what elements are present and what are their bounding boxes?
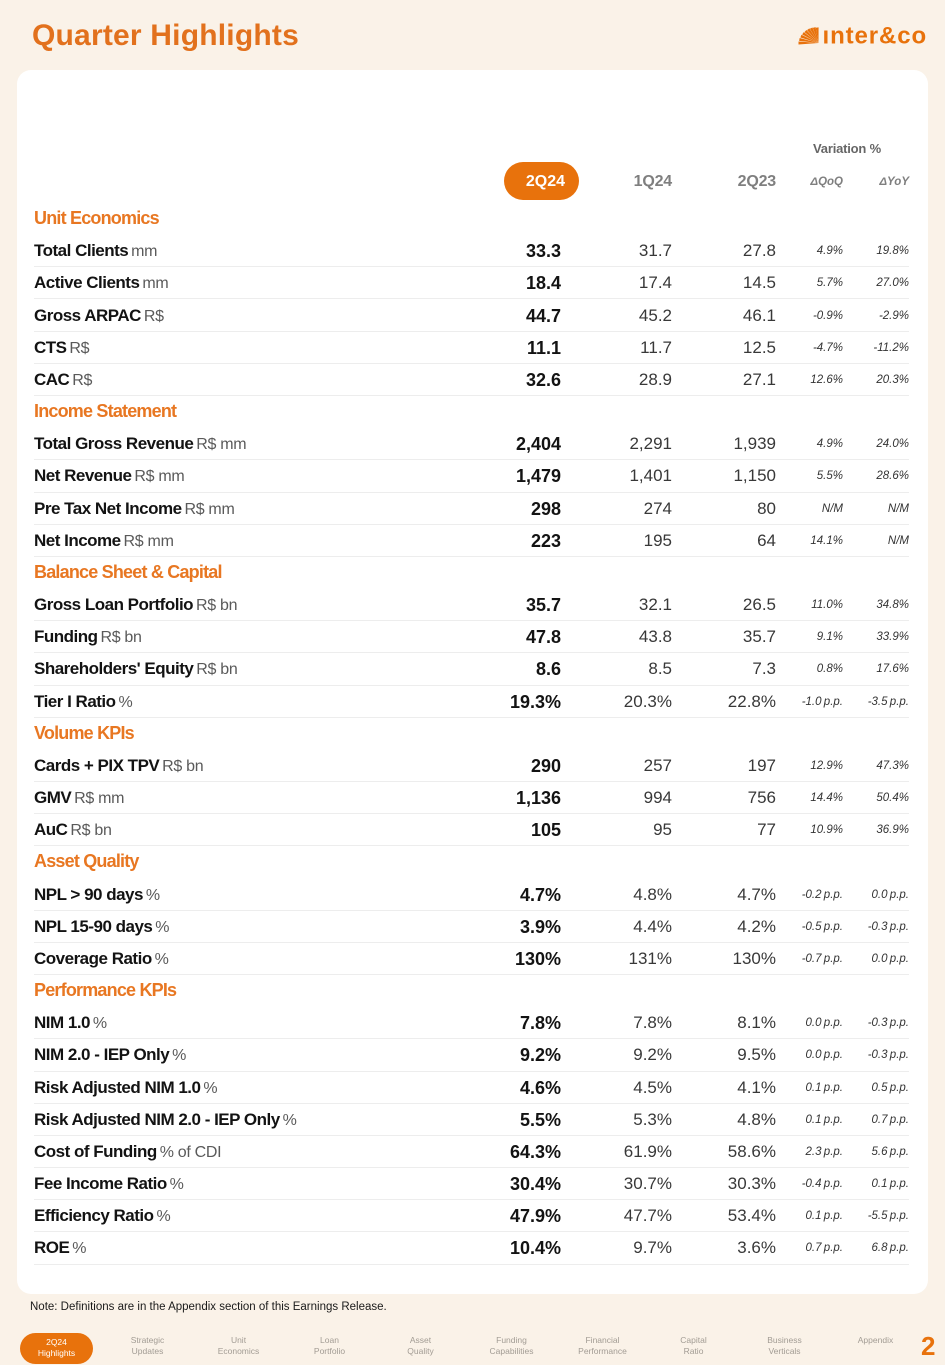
svg-text:ınter&co: ınter&co [823,23,928,50]
